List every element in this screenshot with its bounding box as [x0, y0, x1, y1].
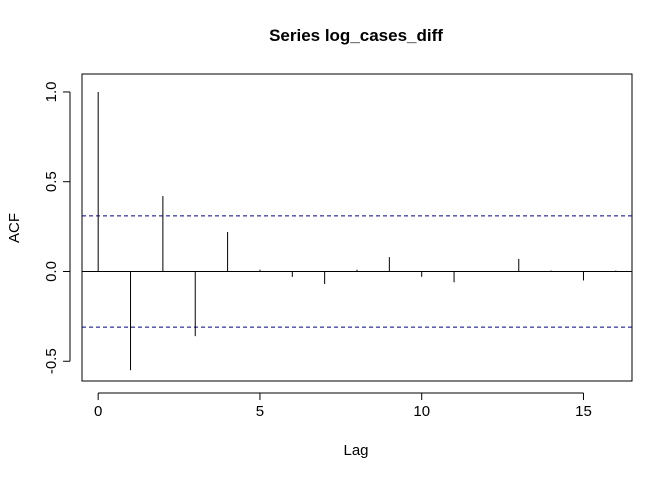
y-tick-label: 0.5 — [43, 171, 60, 192]
x-tick-label: 15 — [575, 403, 592, 420]
x-axis: 0 5 10 15 — [94, 392, 592, 420]
y-tick-label: -0.5 — [43, 348, 60, 374]
x-tick-label: 0 — [94, 403, 102, 420]
x-tick-label: 10 — [413, 403, 430, 420]
y-tick-label: 0.0 — [43, 261, 60, 282]
x-axis-label: Lag — [343, 442, 368, 459]
acf-bars — [97, 91, 617, 371]
plot-box — [81, 73, 633, 382]
y-tick-label: 1.0 — [43, 82, 60, 103]
chart-title: Series log_cases_diff — [269, 26, 443, 45]
x-tick-label: 5 — [256, 403, 264, 420]
y-axis-label: ACF — [6, 213, 23, 243]
y-axis: -0.5 0.0 0.5 1.0 — [43, 82, 71, 374]
